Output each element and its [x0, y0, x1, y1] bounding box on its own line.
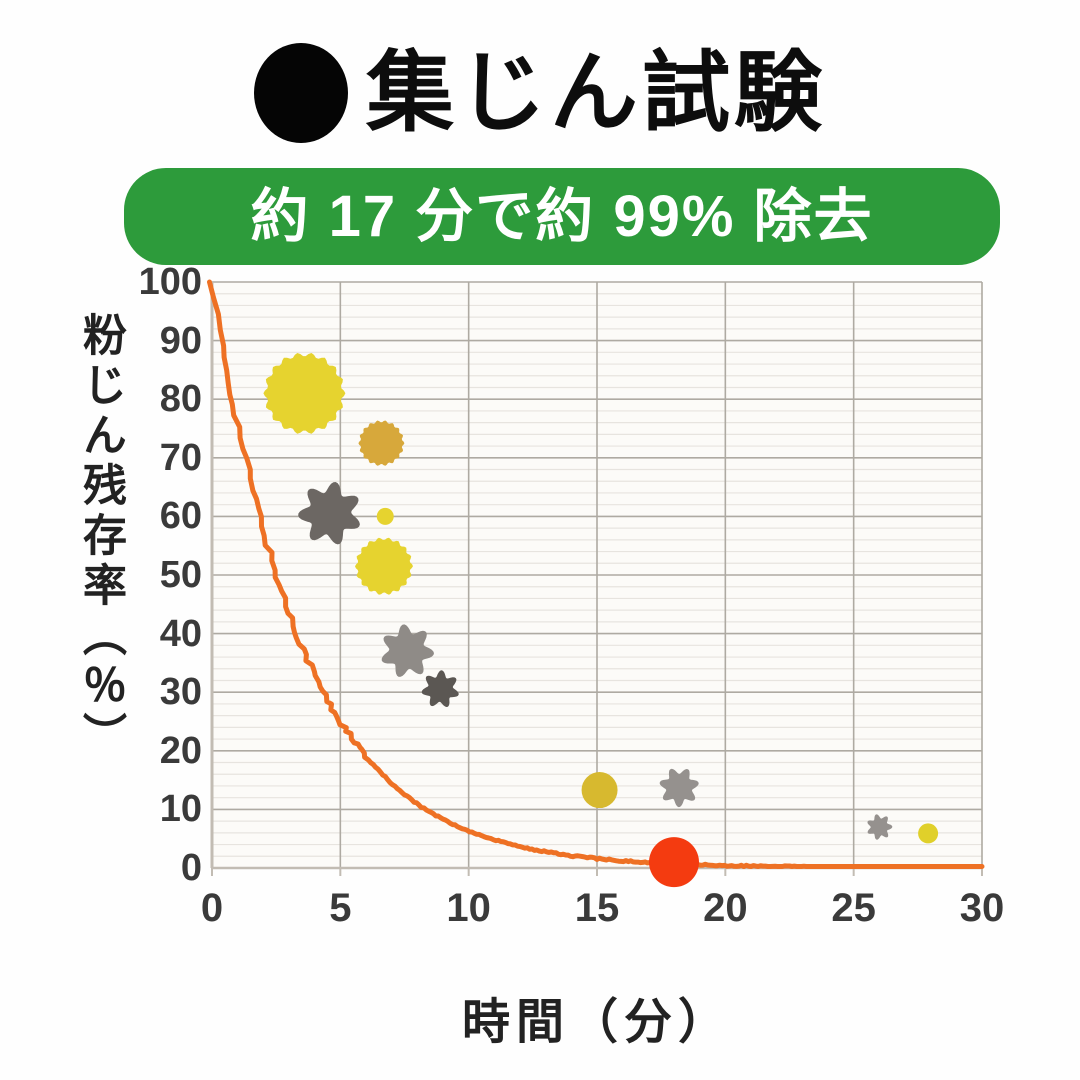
99-percent-removal-point: [649, 837, 699, 888]
dust-flower-tiny: [867, 814, 893, 840]
page-title-text: 集じん試験: [365, 43, 826, 142]
pollen-sunburst-gold: [358, 420, 405, 466]
pollen-sunburst-large: [263, 353, 346, 434]
y-tick-label: 60: [159, 495, 202, 538]
result-banner: 約 17 分で約 99% 除去: [124, 168, 1000, 265]
dust-flower-dark: [298, 482, 360, 545]
pollen-dot-small: [918, 823, 939, 844]
y-tick-label: 90: [159, 319, 202, 362]
x-tick-label: 15: [574, 886, 620, 930]
y-tick-label: 20: [159, 729, 202, 772]
y-tick-label: 0: [180, 847, 202, 889]
y-tick-label: 80: [159, 378, 202, 421]
x-tick-label: 25: [831, 886, 876, 930]
y-tick-label: 100: [138, 261, 202, 303]
bullet-circle-icon: [253, 43, 348, 143]
dust-flower-darker: [421, 670, 459, 707]
pollen-sunburst-medium: [355, 537, 413, 595]
x-axis-title: 時間（分）: [461, 996, 733, 1049]
result-banner-text: 約 17 分で約 99% 除去: [250, 183, 874, 249]
dust-flower-light: [381, 624, 434, 677]
dust-flower-mid: [659, 768, 699, 808]
pollen-circle-gold: [581, 772, 618, 809]
x-tick-label: 10: [446, 886, 491, 930]
x-tick-label: 5: [329, 886, 352, 930]
decay-curve: [207, 279, 985, 869]
x-tick-label: 0: [200, 886, 224, 930]
page-title: 集じん試験: [0, 28, 1080, 158]
y-tick-label: 10: [159, 788, 202, 831]
y-tick-label: 30: [159, 671, 202, 714]
y-tick-label: 70: [159, 436, 202, 479]
pollen-dot-tiny: [376, 507, 394, 525]
y-tick-label: 50: [159, 554, 202, 596]
y-tick-label: 40: [159, 612, 202, 655]
x-tick-label: 20: [703, 886, 748, 930]
x-tick-label: 30: [959, 886, 1005, 930]
y-axis-title: 粉じん残存率（％）: [76, 312, 125, 762]
